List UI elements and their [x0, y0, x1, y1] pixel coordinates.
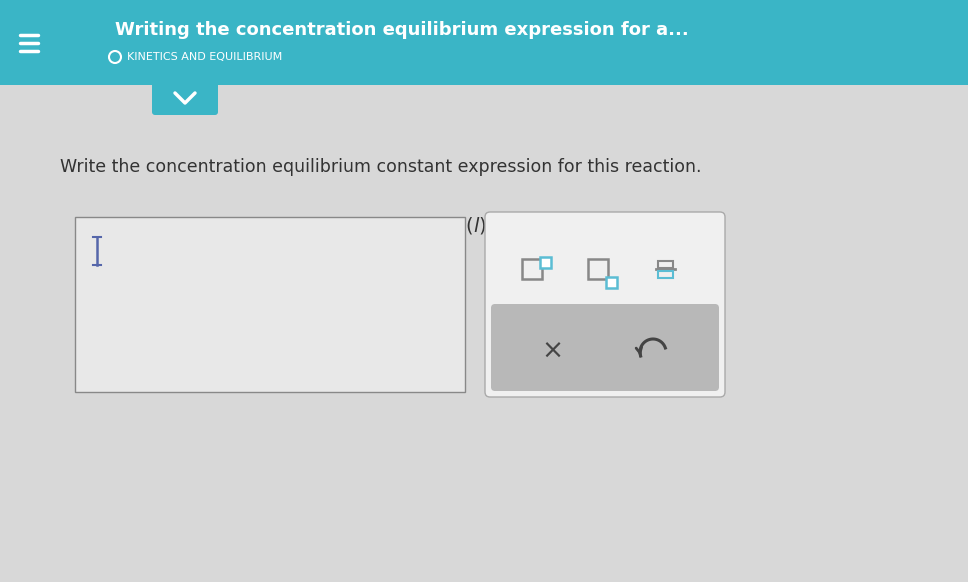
Bar — [0, 0, 968, 85]
FancyBboxPatch shape — [485, 212, 725, 397]
Text: Writing the concentration equilibrium expression for a...: Writing the concentration equilibrium ex… — [115, 21, 689, 39]
Bar — [657, 261, 673, 268]
Bar — [588, 259, 608, 279]
Bar — [657, 271, 673, 278]
Text: ×: × — [541, 339, 563, 365]
Text: KINETICS AND EQUILIBRIUM: KINETICS AND EQUILIBRIUM — [127, 52, 283, 62]
FancyBboxPatch shape — [152, 81, 218, 115]
Text: $\mathrm{HCN(aq)+OH^-(aq)\rightarrow CN^-(aq)+H_2O(\mathit{l})}$: $\mathrm{HCN(aq)+OH^-(aq)\rightarrow CN^… — [100, 215, 487, 239]
Bar — [75, 217, 465, 392]
Bar — [522, 259, 542, 279]
Bar — [540, 257, 551, 268]
Bar — [606, 277, 617, 288]
FancyBboxPatch shape — [491, 304, 719, 391]
Text: Write the concentration equilibrium constant expression for this reaction.: Write the concentration equilibrium cons… — [60, 158, 702, 176]
